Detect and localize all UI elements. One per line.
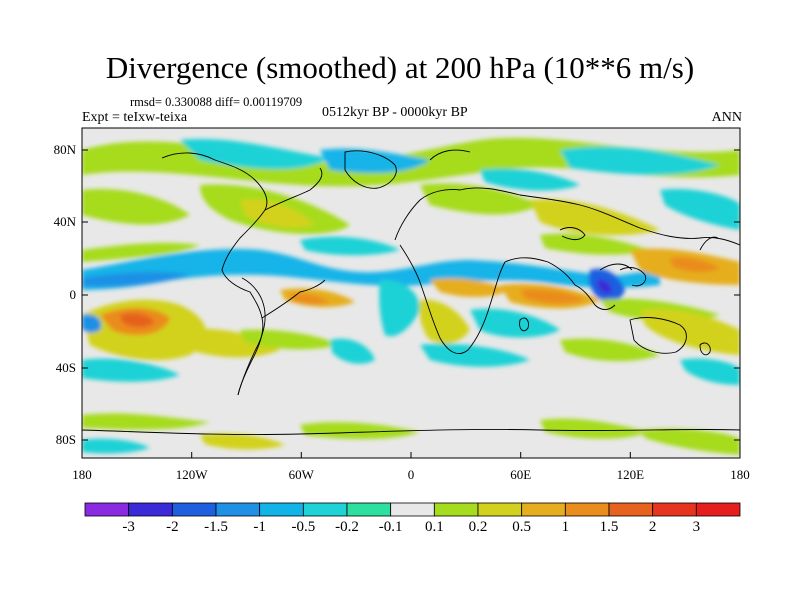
colorbar-swatch	[433, 502, 479, 517]
colorbar-swatch	[346, 502, 392, 517]
x-tick-label: 60W	[288, 467, 314, 482]
y-tick-label: 80S	[55, 432, 76, 447]
y-tick-label: 40S	[55, 360, 76, 375]
colorbar-swatch	[564, 502, 610, 517]
colorbar-swatch	[128, 502, 173, 517]
colorbar-swatch	[608, 502, 654, 517]
y-tick-label: 40N	[53, 214, 76, 229]
season-label: ANN	[711, 110, 742, 125]
colorbar-swatch	[84, 502, 130, 517]
colorbar-swatch	[652, 502, 697, 517]
colorbar-swatch	[390, 502, 435, 517]
y-tick-label: 0	[69, 287, 77, 302]
colorbar-label: -3	[122, 519, 135, 535]
colorbar-label: -1.5	[204, 519, 228, 535]
colorbar-label: -0.2	[335, 519, 359, 535]
x-tick-label: 120W	[175, 467, 208, 482]
colorbar	[84, 502, 741, 517]
colorbar-label: 0.5	[512, 519, 532, 535]
colorbar-swatch	[171, 502, 217, 517]
colorbar-swatch	[302, 502, 348, 517]
colorbar-swatch	[215, 502, 261, 517]
colorbar-label: 0.1	[424, 519, 444, 535]
colorbar-label: 0.2	[468, 519, 488, 535]
colorbar-label: 1.5	[599, 519, 619, 535]
colorbar-label: -0.5	[291, 519, 316, 535]
period-label: 0512kyr BP - 0000kyr BP	[322, 105, 468, 120]
x-tick-label: 0	[407, 467, 415, 482]
colorbar-label: 3	[692, 519, 701, 535]
colorbar-swatch	[259, 502, 304, 517]
y-tick-label: 80N	[53, 142, 76, 157]
colorbar-swatch	[477, 502, 523, 517]
x-tick-label: 180	[72, 467, 92, 482]
map-title: Divergence (smoothed) at 200 hPa (10**6 …	[105, 50, 695, 85]
colorbar-swatch	[695, 502, 741, 517]
axis-ticks	[81, 149, 741, 458]
coastlines	[82, 149, 740, 435]
x-tick-label: 180	[730, 467, 750, 482]
colorbar-label: 1	[561, 519, 570, 535]
stats-text: rmsd= 0.330088 diff= 0.00119709	[130, 95, 303, 109]
colorbar-swatch	[521, 502, 566, 517]
colorbar-label: 2	[648, 519, 657, 535]
x-tick-label: 60E	[510, 467, 532, 482]
colorbar-label: -2	[166, 519, 179, 535]
field-patches	[82, 137, 740, 455]
colorbar-label: -0.1	[378, 519, 403, 535]
experiment-label: Expt = teIxw-teixa	[82, 110, 188, 125]
colorbar-label: -1	[253, 519, 266, 535]
x-tick-label: 120E	[616, 467, 645, 482]
